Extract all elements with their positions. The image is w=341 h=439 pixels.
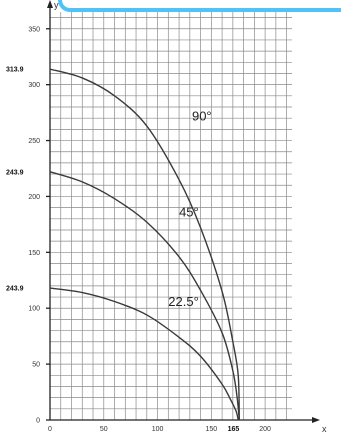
curve-label-2: 45° [179, 205, 199, 220]
highlighted-y-label: 243.9 [6, 169, 24, 176]
x-tick-label: 50 [100, 426, 108, 433]
x-tick-label: 150 [205, 426, 217, 433]
y-tick-label: 50 [32, 362, 40, 369]
curve-label-1: 90° [192, 108, 212, 123]
curve-label-3: 22.5° [168, 294, 199, 309]
x-tick-label: 0 [48, 426, 52, 433]
y-tick-label: 300 [28, 82, 40, 89]
curve-labels: 90° 45° 22.5° [168, 108, 211, 309]
grid [49, 12, 292, 421]
curves [49, 68, 240, 421]
highlighted-x-label: 165 [228, 426, 240, 433]
top-tab-decoration [58, 0, 341, 12]
y-tick-label: 350 [28, 26, 40, 33]
tick-labels: x y 0 50 100 150 200 250 300 350 0 50 100 150 200 313.9… [6, 0, 327, 434]
y-axis-label: y [54, 0, 59, 10]
curve-3 [49, 287, 239, 421]
y-tick-label: 150 [28, 250, 40, 257]
y-axis-arrow [47, 0, 53, 8]
y-tick-label: 100 [28, 306, 40, 313]
x-axis-label: x [322, 424, 327, 434]
x-tick-label: 200 [259, 426, 271, 433]
curve-2 [49, 171, 240, 421]
y-tick-label: 250 [28, 138, 40, 145]
highlighted-y-label: 243.9 [6, 286, 24, 293]
curve-1 [49, 68, 240, 421]
x-axis-arrow [312, 417, 320, 423]
y-tick-label: 200 [28, 194, 40, 201]
highlighted-y-label: 313.9 [6, 67, 24, 74]
y-tick-label: 0 [36, 418, 40, 425]
axes [47, 0, 320, 423]
x-tick-label: 100 [152, 426, 164, 433]
